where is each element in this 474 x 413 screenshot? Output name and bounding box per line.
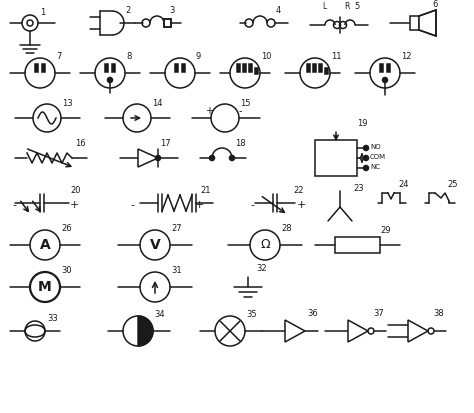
Text: 36: 36: [307, 309, 318, 318]
Text: 10: 10: [261, 52, 272, 61]
Bar: [313, 64, 316, 72]
Text: 27: 27: [171, 224, 182, 233]
Polygon shape: [348, 320, 368, 342]
Text: 17: 17: [160, 139, 171, 148]
Bar: [175, 64, 178, 72]
Text: 13: 13: [62, 99, 73, 108]
Text: 6: 6: [432, 0, 438, 9]
Bar: [307, 64, 310, 72]
Bar: [35, 64, 38, 72]
Circle shape: [364, 156, 368, 161]
Circle shape: [364, 166, 368, 171]
Text: 3: 3: [169, 6, 174, 15]
Text: A: A: [40, 238, 50, 252]
Polygon shape: [419, 10, 436, 36]
Text: 18: 18: [235, 139, 246, 148]
Text: -: -: [250, 200, 254, 210]
Text: 35: 35: [246, 310, 256, 319]
Text: 37: 37: [373, 309, 384, 318]
Circle shape: [108, 78, 112, 83]
Text: 1: 1: [40, 8, 45, 17]
Bar: [164, 19, 171, 27]
Text: NO: NO: [370, 144, 381, 150]
Polygon shape: [285, 320, 305, 342]
Polygon shape: [138, 149, 158, 167]
Text: 25: 25: [447, 180, 457, 189]
Bar: [105, 64, 108, 72]
Text: 15: 15: [240, 99, 250, 108]
Bar: [237, 64, 240, 72]
Text: -: -: [239, 106, 243, 116]
Bar: [335, 237, 380, 253]
Bar: [410, 16, 419, 30]
Circle shape: [229, 156, 235, 161]
Text: 5: 5: [354, 2, 359, 11]
Text: Ω: Ω: [260, 238, 270, 252]
Text: 12: 12: [401, 52, 411, 61]
Text: 24: 24: [398, 180, 409, 189]
Text: 31: 31: [171, 266, 182, 275]
Text: 34: 34: [154, 310, 164, 319]
Text: +: +: [297, 200, 306, 210]
Text: 9: 9: [196, 52, 201, 61]
Text: 32: 32: [256, 264, 266, 273]
Text: 7: 7: [56, 52, 61, 61]
Text: 30: 30: [61, 266, 72, 275]
Text: 2: 2: [125, 6, 130, 15]
Text: 23: 23: [353, 184, 364, 193]
Text: -: -: [130, 200, 134, 210]
Text: +: +: [205, 106, 213, 116]
Circle shape: [210, 156, 215, 161]
Text: +: +: [195, 200, 204, 210]
Text: -: -: [12, 200, 16, 210]
Text: 16: 16: [75, 139, 86, 148]
Text: 19: 19: [357, 119, 367, 128]
Circle shape: [383, 78, 388, 83]
Bar: [255, 68, 258, 74]
Bar: [42, 64, 45, 72]
Text: 29: 29: [380, 226, 391, 235]
Bar: [249, 64, 252, 72]
Text: +: +: [70, 200, 79, 210]
Text: 28: 28: [281, 224, 292, 233]
Bar: [325, 68, 328, 74]
Circle shape: [364, 145, 368, 150]
Bar: [387, 64, 390, 72]
Text: 38: 38: [433, 309, 444, 318]
Text: COM: COM: [370, 154, 386, 160]
Text: L: L: [322, 2, 326, 11]
Bar: [243, 64, 246, 72]
Text: 8: 8: [126, 52, 131, 61]
Text: 21: 21: [200, 186, 210, 195]
Text: 33: 33: [47, 314, 58, 323]
Text: 11: 11: [331, 52, 341, 61]
Bar: [319, 64, 322, 72]
Text: 14: 14: [152, 99, 163, 108]
Polygon shape: [408, 320, 428, 342]
Text: 4: 4: [276, 6, 281, 15]
Polygon shape: [138, 316, 153, 346]
Bar: [380, 64, 383, 72]
Text: NC: NC: [370, 164, 380, 170]
Text: 26: 26: [61, 224, 72, 233]
Text: V: V: [150, 238, 160, 252]
Text: M: M: [38, 280, 52, 294]
Text: R: R: [344, 2, 349, 11]
Bar: [315, 140, 357, 176]
Circle shape: [155, 156, 161, 161]
Bar: [182, 64, 185, 72]
Text: 20: 20: [70, 186, 81, 195]
Bar: [112, 64, 115, 72]
Text: 22: 22: [293, 186, 303, 195]
